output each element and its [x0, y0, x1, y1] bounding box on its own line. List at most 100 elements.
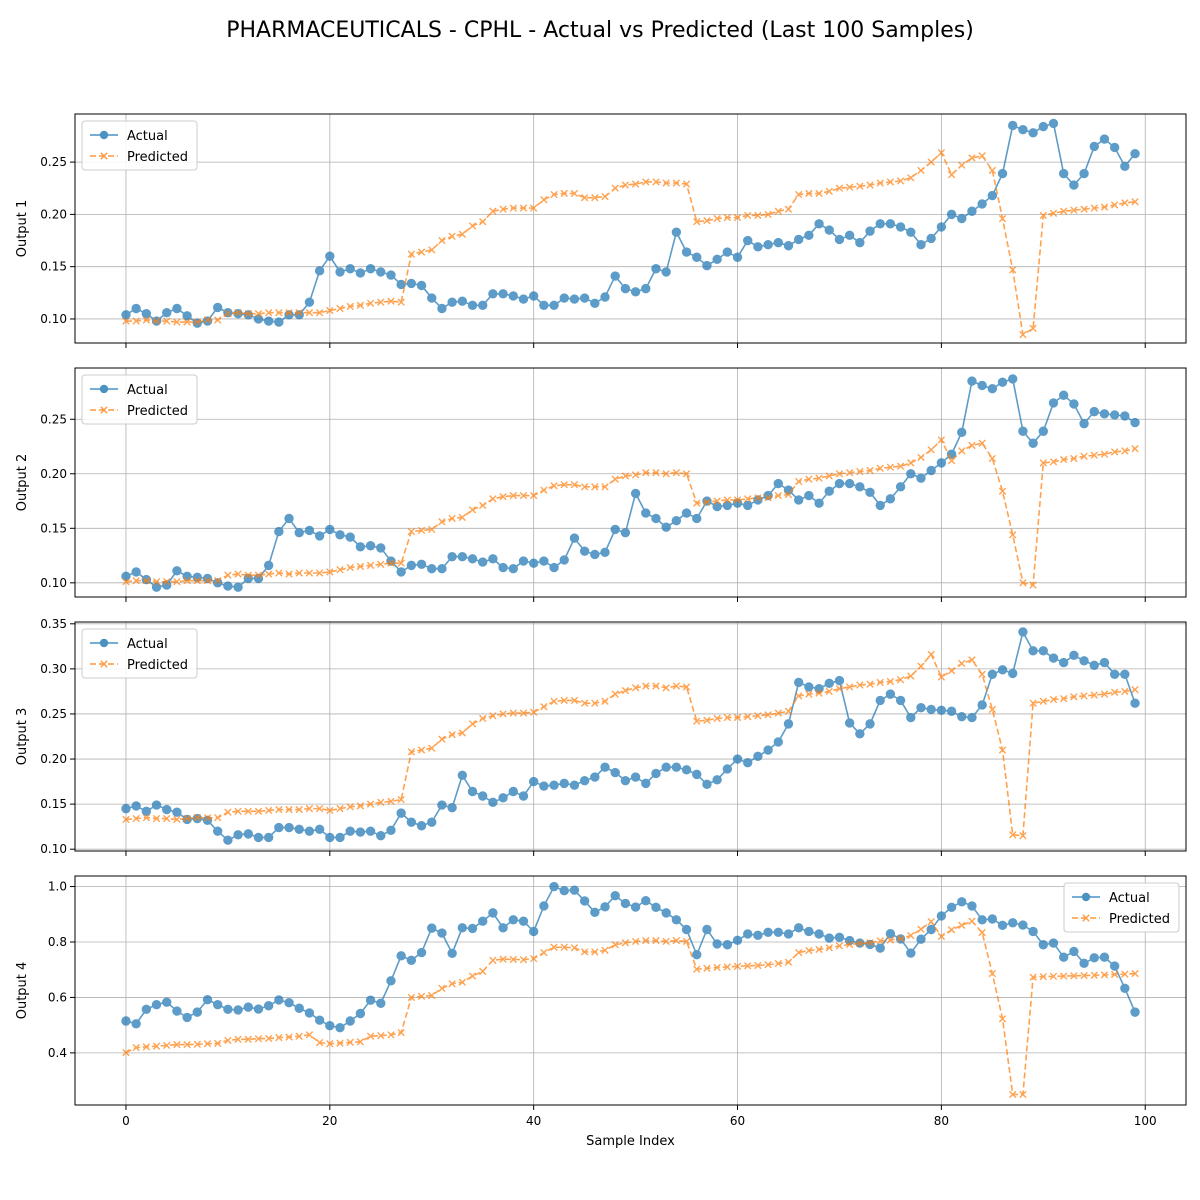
data-point-predicted	[591, 948, 599, 956]
data-point-actual	[518, 556, 529, 566]
data-point-predicted	[805, 189, 813, 198]
data-point-actual	[824, 225, 834, 235]
data-point-predicted	[896, 462, 905, 470]
data-point-predicted	[122, 1048, 130, 1057]
figure-title: PHARMACEUTICALS - CPHL - Actual vs Predi…	[226, 18, 974, 43]
data-point-actual	[172, 566, 182, 576]
data-point-actual	[233, 830, 243, 840]
marker-stroke	[275, 1033, 283, 1042]
data-point-predicted	[733, 496, 742, 504]
data-point-actual	[814, 684, 824, 694]
y-tick-label: 0.15	[40, 521, 67, 535]
data-point-predicted	[754, 211, 762, 220]
marker-stroke	[794, 692, 803, 700]
marker-stroke	[122, 317, 130, 325]
data-point-predicted	[1131, 198, 1139, 206]
marker-stroke	[132, 576, 140, 585]
marker-stroke	[611, 184, 619, 192]
data-point-actual	[304, 1008, 315, 1018]
data-point-predicted	[1090, 204, 1098, 212]
data-point-actual	[620, 775, 631, 786]
data-point-predicted	[1131, 969, 1139, 978]
data-point-actual	[926, 233, 936, 244]
data-point-actual	[630, 772, 641, 782]
y-tick-label: 0.8	[48, 935, 67, 949]
data-point-predicted	[264, 570, 273, 578]
data-point-actual	[702, 260, 712, 271]
data-point-actual	[457, 923, 468, 933]
data-point-predicted	[254, 571, 263, 579]
data-point-actual	[620, 283, 631, 294]
marker-stroke	[152, 814, 161, 823]
marker-stroke	[907, 672, 915, 680]
data-point-predicted	[142, 813, 151, 822]
marker-stroke	[580, 483, 589, 491]
data-point-actual	[427, 293, 437, 303]
data-point-actual	[518, 294, 529, 304]
data-point-predicted	[784, 707, 793, 715]
x-tick-label: 40	[526, 1114, 541, 1128]
data-point-predicted	[407, 993, 416, 1002]
data-point-actual	[559, 885, 569, 896]
data-point-actual	[1109, 669, 1120, 679]
marker-stroke	[1110, 688, 1119, 697]
marker-stroke	[744, 962, 752, 970]
marker-stroke	[1070, 206, 1078, 214]
data-point-predicted	[968, 154, 976, 162]
marker-stroke	[275, 308, 283, 317]
marker-stroke	[958, 659, 966, 668]
data-point-predicted	[835, 184, 844, 192]
y-tick-label: 0.10	[40, 576, 67, 590]
data-point-actual	[192, 318, 203, 328]
data-point-actual	[824, 486, 834, 496]
data-point-actual	[895, 482, 906, 492]
data-point-actual	[528, 558, 539, 568]
data-point-actual	[498, 289, 508, 299]
data-point-predicted	[183, 814, 191, 823]
data-point-actual	[314, 531, 325, 541]
data-point-predicted	[591, 699, 599, 707]
data-point-predicted	[499, 710, 507, 718]
data-point-actual	[253, 1004, 264, 1014]
data-point-actual	[743, 757, 753, 768]
data-point-predicted	[1100, 203, 1109, 211]
marker-stroke	[1029, 581, 1037, 589]
data-point-actual	[437, 928, 447, 938]
data-point-predicted	[234, 308, 242, 317]
data-point-actual	[488, 289, 498, 299]
marker-stroke	[509, 204, 517, 212]
data-point-predicted	[458, 230, 467, 238]
marker-stroke	[784, 707, 793, 715]
marker-stroke	[1121, 970, 1129, 978]
data-point-predicted	[203, 813, 212, 822]
data-point-predicted	[693, 717, 701, 725]
data-point-predicted	[1110, 201, 1119, 209]
marker-stroke	[295, 805, 303, 814]
data-point-actual	[895, 695, 906, 706]
data-point-predicted	[417, 992, 426, 1001]
data-point-actual	[671, 762, 682, 772]
marker-stroke	[336, 304, 344, 313]
legend-label-predicted: Predicted	[1109, 912, 1170, 927]
data-point-predicted	[377, 798, 385, 807]
data-point-actual	[162, 307, 172, 318]
data-point-predicted	[224, 571, 232, 579]
data-point-predicted	[193, 576, 202, 585]
data-point-actual	[1008, 918, 1018, 928]
marker-stroke	[631, 471, 640, 479]
data-point-actual	[844, 230, 855, 240]
marker-stroke	[519, 204, 528, 212]
data-point-actual	[967, 712, 977, 723]
data-point-actual	[1058, 168, 1069, 179]
data-point-actual	[437, 800, 447, 810]
marker-stroke	[744, 495, 752, 503]
data-point-actual	[875, 500, 885, 511]
data-point-predicted	[203, 1040, 212, 1048]
data-point-actual	[488, 908, 498, 918]
data-point-actual	[1120, 983, 1130, 993]
marker-stroke	[866, 466, 874, 475]
data-point-predicted	[845, 183, 854, 191]
data-point-predicted	[326, 568, 334, 576]
data-point-predicted	[479, 714, 487, 723]
data-point-predicted	[825, 944, 833, 952]
